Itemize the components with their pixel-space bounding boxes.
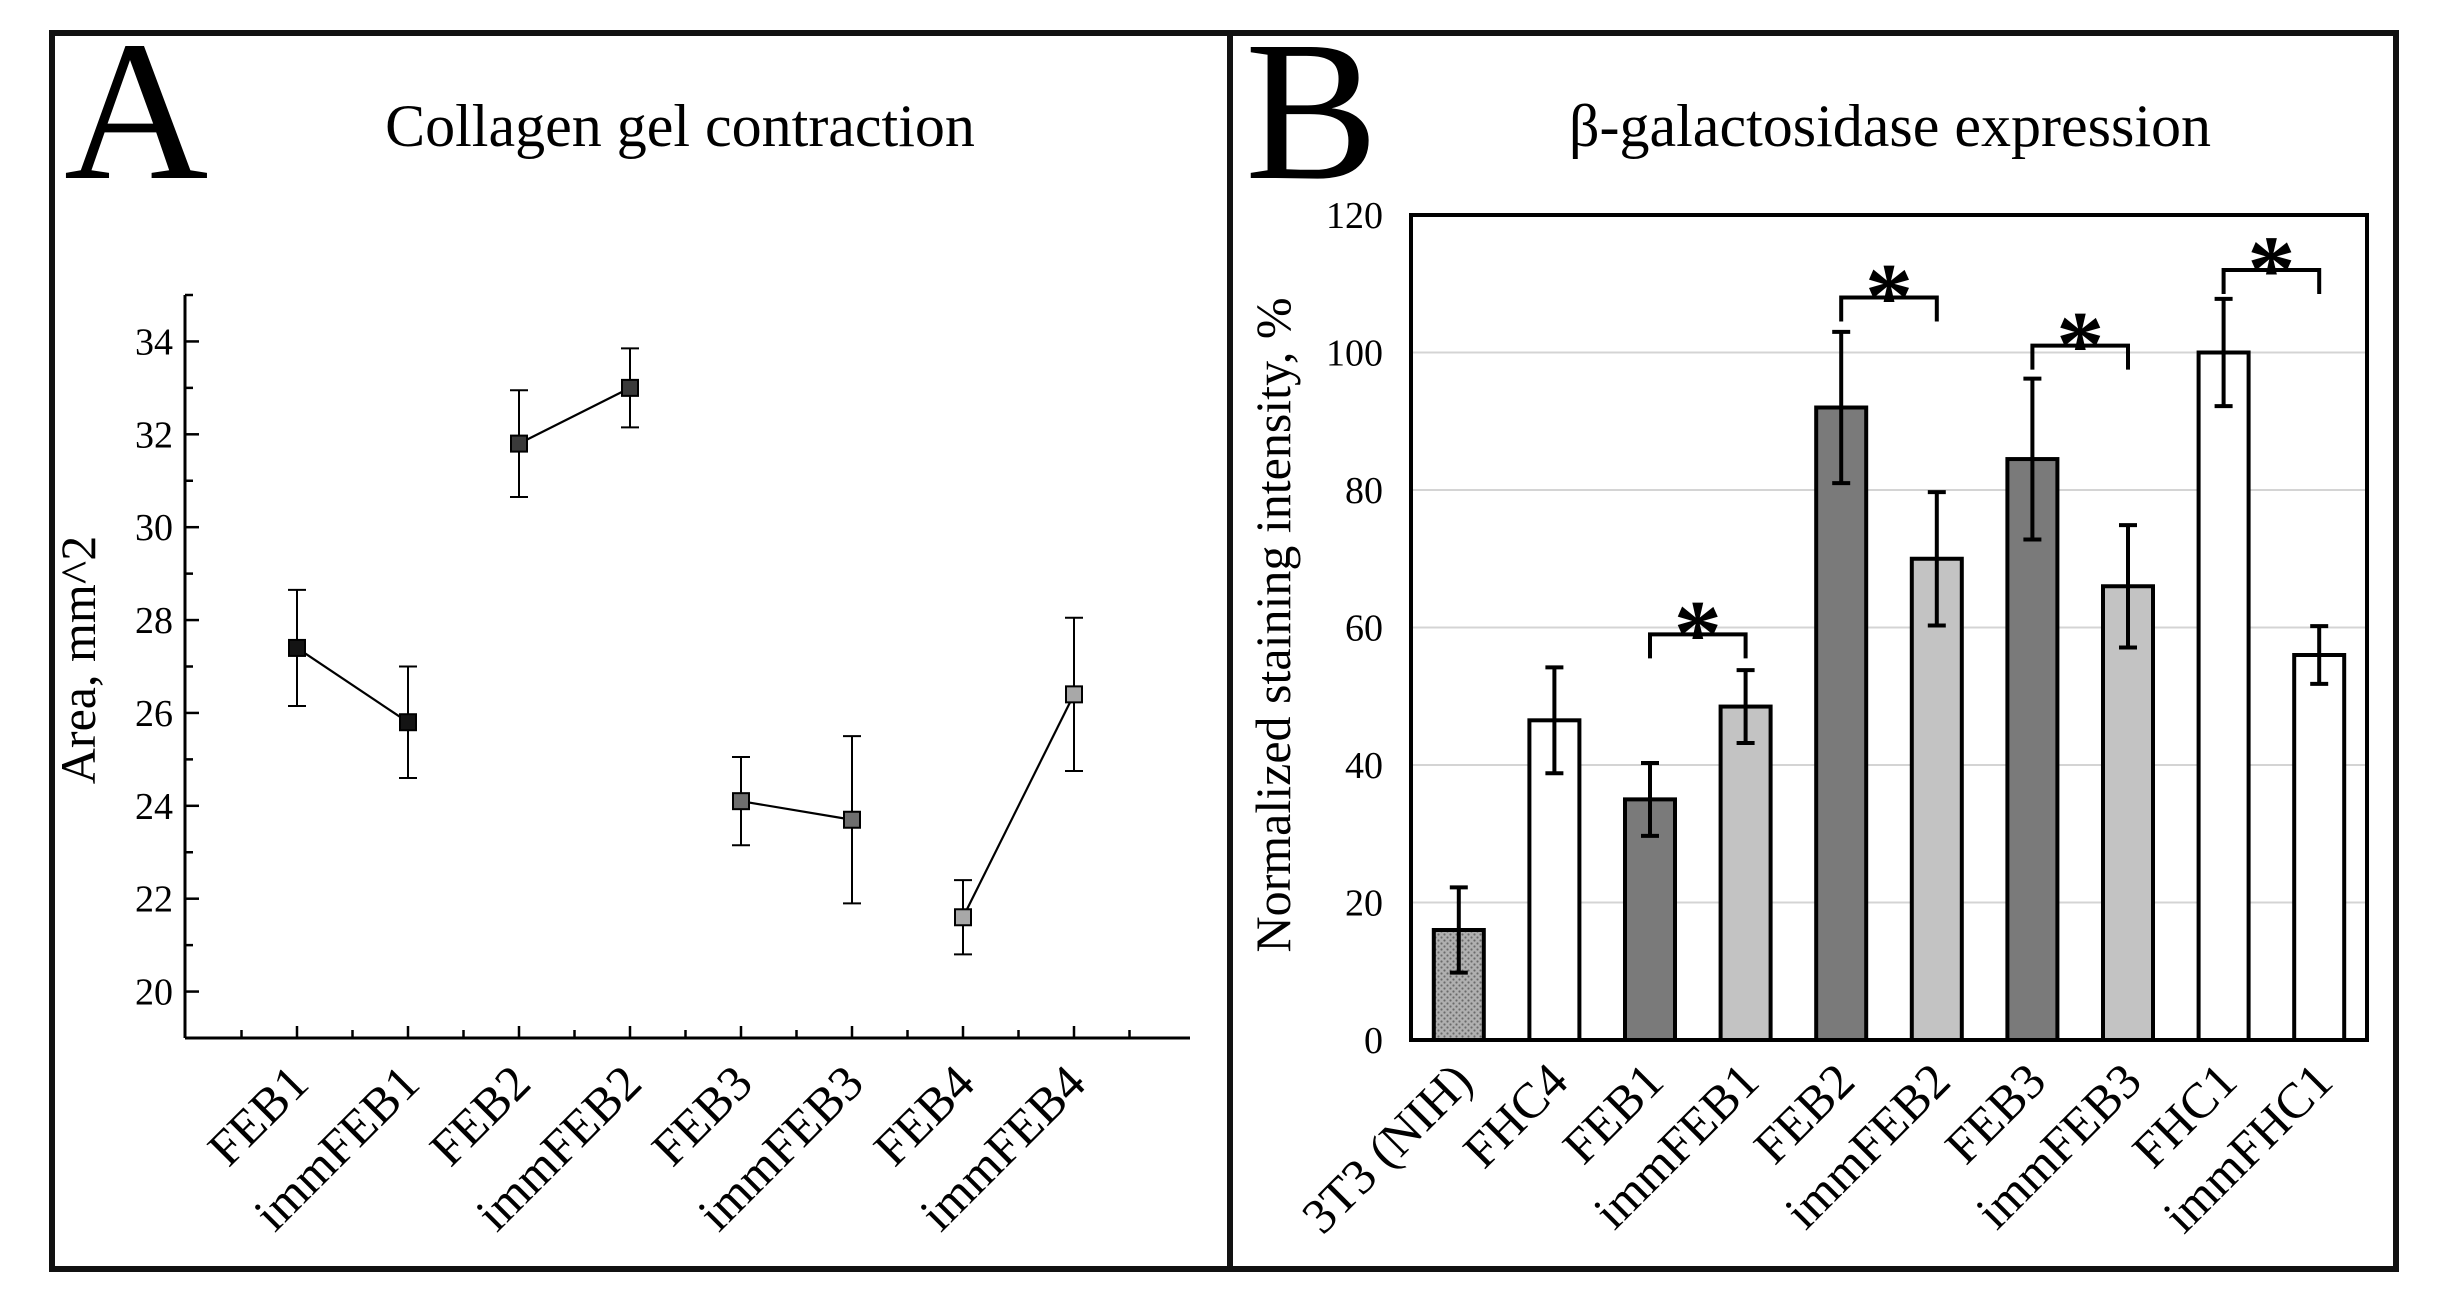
data-point-immFEB2 bbox=[621, 378, 639, 397]
y-tick-label: 20 bbox=[135, 972, 173, 1014]
series-line-FEB1 bbox=[296, 647, 409, 724]
y-tick-label: 30 bbox=[135, 507, 173, 549]
bar-FHC1 bbox=[2196, 350, 2251, 1042]
y-tick-label: 28 bbox=[135, 600, 173, 642]
significance-star: * bbox=[2247, 216, 2295, 323]
panel-a-y-axis-label: Area, mm^2 bbox=[50, 536, 106, 784]
bar-immFHC1 bbox=[2292, 653, 2347, 1042]
data-point-FEB1 bbox=[288, 638, 306, 657]
y-tick-label: 40 bbox=[1345, 745, 1383, 787]
x-category-label: FHC4 bbox=[1452, 1052, 1578, 1178]
y-tick-label: 20 bbox=[1345, 883, 1383, 925]
y-tick-label: 80 bbox=[1345, 470, 1383, 512]
significance-bracket bbox=[1839, 295, 1939, 322]
significance-bracket bbox=[2221, 268, 2322, 294]
y-tick-label: 24 bbox=[135, 786, 173, 828]
panel-a-letter: A bbox=[64, 1, 208, 222]
plot-frame bbox=[1409, 213, 2369, 1042]
significance-star: * bbox=[1865, 244, 1913, 351]
panel-b-letter: B bbox=[1245, 1, 1378, 222]
series-line-FEB3 bbox=[740, 800, 853, 821]
y-tick-label: 120 bbox=[1326, 195, 1383, 237]
bar-FEB2 bbox=[1814, 405, 1869, 1042]
bar-immFEB1 bbox=[1718, 704, 1773, 1042]
data-point-FEB3 bbox=[732, 792, 750, 811]
panel-b-title: β-galactosidase expression bbox=[1569, 93, 2211, 159]
panel-a-title: Collagen gel contraction bbox=[385, 93, 975, 159]
y-tick-label: 32 bbox=[135, 414, 173, 456]
significance-star: * bbox=[2056, 292, 2104, 399]
significance-bracket bbox=[1648, 632, 1748, 659]
x-category-label: 3T3 (NIH) bbox=[1291, 1052, 1483, 1244]
y-tick-label: 34 bbox=[135, 321, 173, 363]
y-tick-label: 26 bbox=[135, 693, 173, 735]
significance-bracket bbox=[2030, 343, 2130, 370]
panel-b-y-axis-label: Normalized staining intensity, % bbox=[1245, 298, 1301, 953]
data-point-immFEB3 bbox=[843, 810, 861, 829]
bar-FEB1 bbox=[1623, 797, 1677, 1042]
data-point-FEB2 bbox=[510, 434, 528, 453]
significance-star: * bbox=[1674, 580, 1722, 687]
bar-FEB3 bbox=[2005, 457, 2060, 1042]
bar-immFEB2 bbox=[1909, 556, 1964, 1042]
y-tick-label: 22 bbox=[135, 879, 173, 921]
series-line-FEB4 bbox=[962, 693, 1075, 918]
data-point-immFEB1 bbox=[399, 713, 417, 732]
series-line-FEB2 bbox=[518, 386, 631, 445]
bar-immFEB3 bbox=[2101, 584, 2155, 1042]
y-tick-label: 60 bbox=[1345, 608, 1383, 650]
chart-a: 2022242628303234FEB1immFEB1FEB2immFEB2FE… bbox=[135, 293, 1190, 1241]
y-tick-label: 0 bbox=[1364, 1020, 1383, 1062]
data-point-FEB4 bbox=[954, 908, 972, 927]
y-tick-label: 100 bbox=[1326, 333, 1383, 375]
data-point-immFEB4 bbox=[1065, 685, 1083, 704]
panel-b-frame bbox=[1227, 30, 2399, 1272]
